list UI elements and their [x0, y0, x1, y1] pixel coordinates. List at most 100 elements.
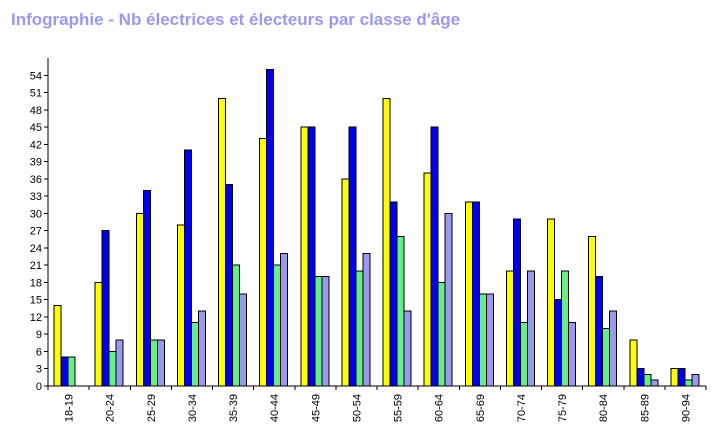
bar-80-84-s4 [609, 310, 618, 387]
y-tick-label-21: 21 [30, 260, 42, 272]
bar-20-24-s1 [94, 281, 103, 387]
x-tick-label-65-69: 65-69 [475, 394, 487, 422]
bar-75-79-s4 [568, 322, 576, 387]
bar-65-69-s2 [471, 201, 480, 387]
y-tick-label-42: 42 [30, 139, 42, 151]
y-tick-label-48: 48 [30, 105, 42, 117]
bar-85-89-s2 [636, 368, 645, 387]
y-tick-label-0: 0 [36, 381, 42, 393]
bar-25-29-s2 [142, 189, 151, 387]
x-tick-label-80-84: 80-84 [598, 394, 610, 422]
y-tick-label-33: 33 [30, 191, 42, 203]
bar-75-79-s1 [547, 218, 555, 387]
bar-55-59-s2 [389, 201, 398, 387]
bar-30-34-s3 [190, 322, 199, 387]
y-tick-label-9: 9 [36, 329, 42, 341]
bar-45-49-s2 [307, 126, 316, 387]
bar-85-89-s3 [643, 373, 652, 387]
bar-35-39-s2 [225, 184, 233, 387]
y-tick-label-15: 15 [30, 295, 42, 307]
bar-40-44-s2 [266, 69, 275, 387]
x-tick-label-85-89: 85-89 [639, 394, 651, 422]
bar-60-64-s2 [430, 126, 439, 387]
x-tick-label-30-34: 30-34 [187, 394, 199, 422]
y-tick-label-45: 45 [30, 122, 42, 134]
x-tick-label-75-79: 75-79 [557, 394, 569, 422]
bar-90-94-s2 [677, 368, 686, 387]
bar-20-24-s3 [108, 350, 117, 387]
bar-75-79-s2 [554, 299, 562, 387]
bar-40-44-s3 [273, 264, 282, 387]
x-tick-label-60-64: 60-64 [434, 394, 446, 422]
y-tick-label-27: 27 [30, 226, 42, 238]
bar-85-89-s4 [650, 379, 659, 387]
bar-25-29-s4 [156, 339, 165, 387]
x-tick-label-35-39: 35-39 [228, 394, 240, 422]
bar-45-49-s1 [300, 126, 309, 387]
bar-18-19-s2 [60, 356, 69, 387]
y-tick-label-51: 51 [30, 88, 42, 100]
bar-50-54-s1 [341, 178, 350, 387]
bar-90-94-s1 [670, 368, 679, 387]
bar-80-84-s3 [602, 327, 611, 387]
bar-30-34-s2 [183, 149, 192, 387]
bar-50-54-s3 [355, 270, 364, 387]
bar-50-54-s4 [362, 253, 371, 387]
bar-35-39-s3 [232, 264, 240, 387]
bar-70-74-s4 [526, 270, 535, 387]
bar-18-19-s3 [67, 356, 76, 387]
y-tick-label-12: 12 [30, 312, 42, 324]
y-tick-label-36: 36 [30, 174, 42, 186]
x-tick-label-25-29: 25-29 [146, 394, 158, 422]
x-tick-label-40-44: 40-44 [269, 394, 281, 422]
bar-55-59-s1 [382, 97, 391, 387]
bar-50-54-s2 [348, 126, 357, 387]
bar-40-44-s4 [280, 253, 289, 387]
bar-45-49-s3 [314, 276, 323, 387]
bar-40-44-s1 [259, 138, 268, 387]
bar-30-34-s1 [176, 224, 185, 387]
x-tick-label-70-74: 70-74 [516, 394, 528, 422]
bar-85-89-s1 [629, 339, 638, 387]
bar-70-74-s1 [505, 270, 514, 387]
x-tick-label-50-54: 50-54 [351, 394, 363, 422]
bar-60-64-s1 [423, 172, 432, 387]
chart-title: Infographie - Nb électrices et électeurs… [11, 10, 461, 29]
bar-45-49-s4 [321, 276, 330, 387]
bar-70-74-s3 [519, 322, 528, 387]
bar-70-74-s2 [512, 218, 521, 387]
bar-18-19-s1 [53, 304, 62, 387]
bars-layer [53, 69, 700, 387]
x-tick-label-55-59: 55-59 [393, 394, 405, 422]
bar-55-59-s3 [396, 235, 405, 387]
y-tick-label-39: 39 [30, 157, 42, 169]
bar-80-84-s2 [595, 276, 604, 387]
bar-25-29-s3 [149, 339, 158, 387]
bar-75-79-s3 [561, 270, 569, 387]
bar-60-64-s4 [444, 212, 453, 387]
x-tick-label-90-94: 90-94 [680, 394, 692, 422]
bar-65-69-s1 [464, 201, 473, 387]
bar-25-29-s1 [135, 212, 144, 387]
x-tick-label-45-49: 45-49 [310, 394, 322, 422]
y-tick-label-54: 54 [30, 70, 42, 82]
x-tick-label-20-24: 20-24 [105, 394, 117, 422]
bar-30-34-s4 [197, 310, 206, 387]
bar-35-39-s1 [218, 97, 226, 387]
x-tick-label-18-19: 18-19 [64, 394, 76, 422]
y-tick-label-24: 24 [30, 243, 42, 255]
bar-55-59-s4 [403, 310, 412, 387]
bar-20-24-s2 [101, 230, 110, 387]
bar-80-84-s1 [588, 235, 597, 387]
y-tick-label-3: 3 [36, 364, 42, 376]
y-tick-label-6: 6 [36, 346, 42, 358]
bar-65-69-s3 [478, 293, 487, 387]
bar-60-64-s3 [437, 281, 446, 387]
y-tick-label-30: 30 [30, 208, 42, 220]
y-tick-label-18: 18 [30, 277, 42, 289]
bar-35-39-s4 [239, 293, 247, 387]
bar-65-69-s4 [485, 293, 494, 387]
bar-90-94-s3 [684, 379, 693, 387]
